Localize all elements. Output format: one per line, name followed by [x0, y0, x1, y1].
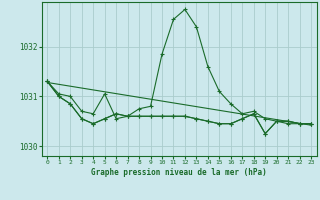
X-axis label: Graphe pression niveau de la mer (hPa): Graphe pression niveau de la mer (hPa) — [91, 168, 267, 177]
